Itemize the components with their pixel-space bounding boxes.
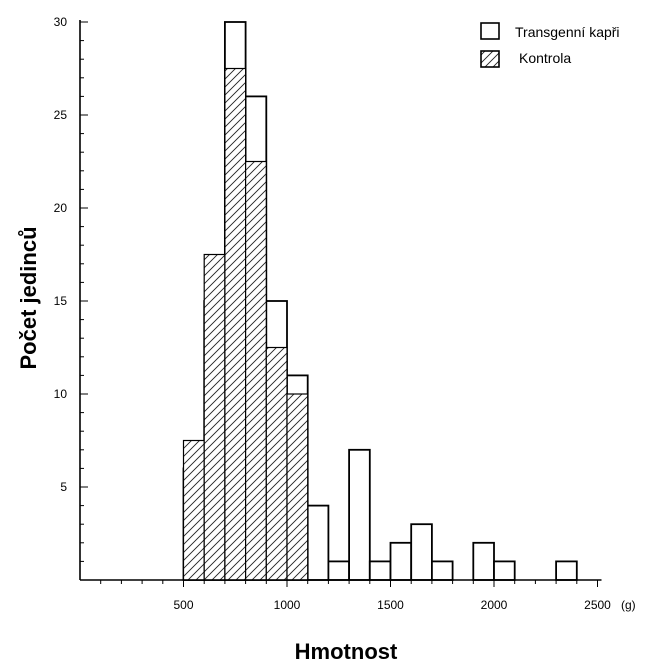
bar-transgenic-1500 <box>389 541 413 581</box>
bar-transgenic-1200 <box>327 560 350 581</box>
x-tick-label: 500 <box>173 598 193 612</box>
y-tick-label: 30 <box>54 15 68 29</box>
legend-swatch-control <box>480 50 500 68</box>
bar-transgenic-1300 <box>348 448 371 581</box>
bar-control-800 <box>245 160 267 581</box>
bar-control-700 <box>224 67 247 581</box>
y-tick-label: 5 <box>60 480 67 494</box>
x-tick-label: 1500 <box>377 598 404 612</box>
bar-transgenic-1900 <box>472 541 495 581</box>
bar-control-600 <box>203 253 226 581</box>
ticks-layer: 5 10 15 20 25 30 500 1000 1500 2000 2500 <box>54 15 612 612</box>
x-tick-label: 2500 <box>584 598 611 612</box>
y-axis-label: Počet jedinců <box>16 226 41 369</box>
y-tick-label: 15 <box>54 294 68 308</box>
x-tick-label: 2000 <box>481 598 508 612</box>
y-tick-label: 25 <box>54 108 68 122</box>
bar-control-1000 <box>286 393 309 581</box>
bars-layer <box>182 21 578 581</box>
x-axis-unit: (g) <box>621 598 636 612</box>
y-tick-label: 10 <box>54 387 68 401</box>
legend-label-transgenic: Transgenní kapři <box>515 24 620 40</box>
x-tick-label: 1000 <box>274 598 301 612</box>
bar-transgenic-1600 <box>410 523 433 581</box>
bar-control-900 <box>265 346 288 581</box>
x-axis-label: Hmotnost <box>295 639 398 663</box>
bar-transgenic-1700 <box>430 560 454 581</box>
bar-transgenic-2000 <box>493 560 516 581</box>
bar-transgenic-1100 <box>306 504 330 581</box>
legend-swatch-transgenic <box>480 22 500 40</box>
bar-transgenic-1400 <box>368 560 392 581</box>
y-tick-label: 20 <box>54 201 68 215</box>
axes-layer <box>79 20 602 587</box>
bar-transgenic-2300 <box>555 560 578 581</box>
legend-label-control: Kontrola <box>519 50 571 66</box>
bar-control-500 <box>182 439 205 581</box>
legend: Transgenní kapři Kontrola <box>480 22 620 68</box>
